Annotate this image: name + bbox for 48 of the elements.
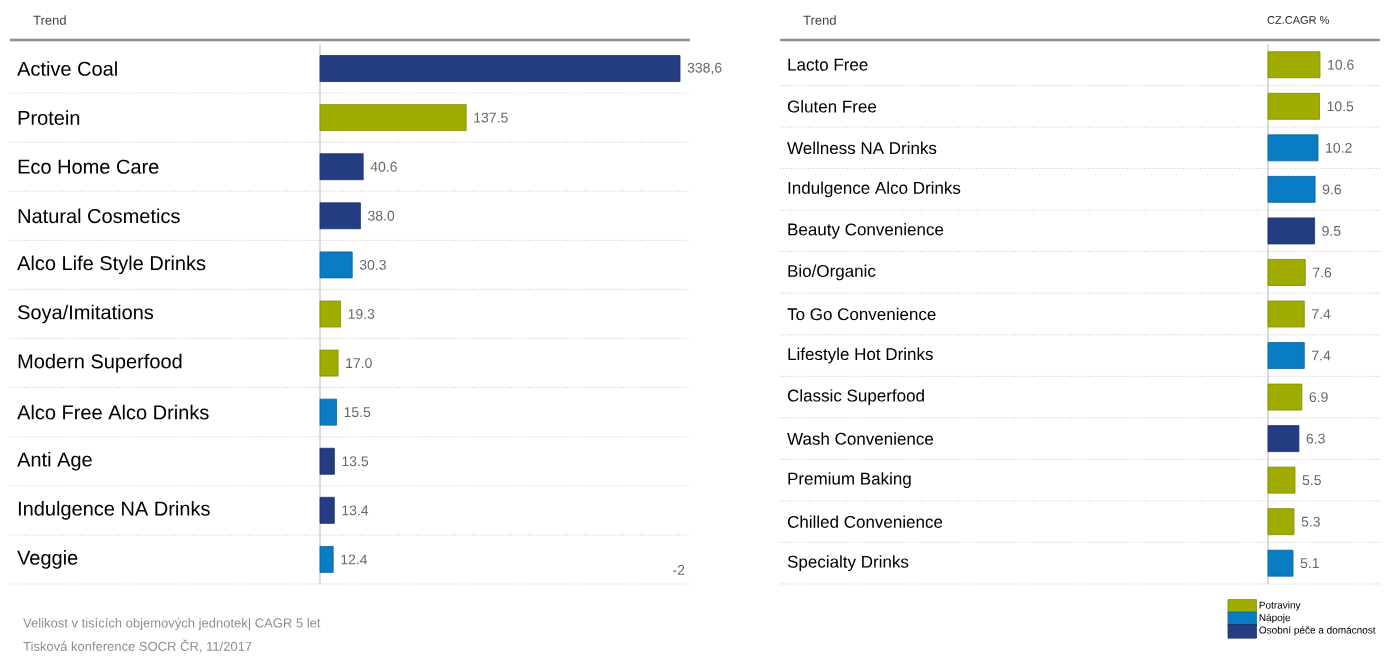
y-tick-label: Bio/Organic: [788, 264, 876, 281]
y-tick-label: Alco Life Style Drinks: [17, 255, 206, 275]
y-tick-label: Indulgence Alco Drinks: [788, 181, 961, 198]
y-tick-label: Specialty Drinks: [787, 555, 909, 572]
y-tick-label: Lacto Free: [788, 58, 868, 71]
bar: [1267, 217, 1315, 245]
y-tick-label: Classic Superfood: [787, 389, 924, 405]
bar: [319, 251, 353, 279]
y-tick-label: Alco Free Alco Drinks: [17, 404, 209, 420]
bar: [319, 202, 361, 230]
bar: [319, 104, 467, 132]
y-tick-label: Protein: [18, 110, 80, 125]
bar: [319, 300, 341, 328]
y-tick-label: Active Coal: [17, 61, 117, 76]
bar: [1267, 466, 1296, 494]
bar: [1267, 383, 1303, 411]
y-tick-label: To Go Convenience: [787, 307, 936, 321]
bar: [1267, 92, 1320, 120]
y-tick-label: Gluten Free: [787, 100, 877, 113]
bar: [1267, 51, 1321, 79]
y-tick-label: Eco Home Care: [18, 159, 159, 174]
y-tick-label: Lifestyle Hot Drinks: [788, 347, 933, 364]
y-tick-label: Modern Superfood: [18, 353, 182, 373]
bar: [319, 447, 335, 475]
bar: [1267, 425, 1300, 452]
bar: [1267, 134, 1319, 162]
bar: [319, 153, 364, 181]
y-tick-label: Soya/Imitations: [18, 304, 154, 324]
y-tick-label: Veggie: [17, 550, 78, 569]
y-tick-label: Wash Convenience: [787, 432, 934, 445]
bar: [1267, 175, 1316, 203]
y-tick-label: Beauty Convenience: [788, 222, 944, 239]
y-tick-label: Premium Baking: [788, 472, 911, 489]
y-tick-label: Indulgence NA Drinks: [18, 501, 210, 520]
bar: [1267, 300, 1305, 328]
bar: [1267, 549, 1294, 577]
y-tick-label: Natural Cosmetics: [18, 208, 180, 224]
bar: [319, 55, 681, 82]
y-tick-label: Wellness NA Drinks: [787, 141, 937, 155]
bar: [1267, 508, 1295, 536]
bar: [319, 398, 337, 426]
bar: [319, 349, 339, 377]
bar: [319, 496, 335, 524]
y-tick-label: Anti Age: [17, 451, 92, 471]
y-tick-label: Chilled Convenience: [787, 515, 943, 528]
bar: [1267, 342, 1305, 369]
bar: [319, 546, 334, 573]
bar: [1267, 259, 1306, 286]
